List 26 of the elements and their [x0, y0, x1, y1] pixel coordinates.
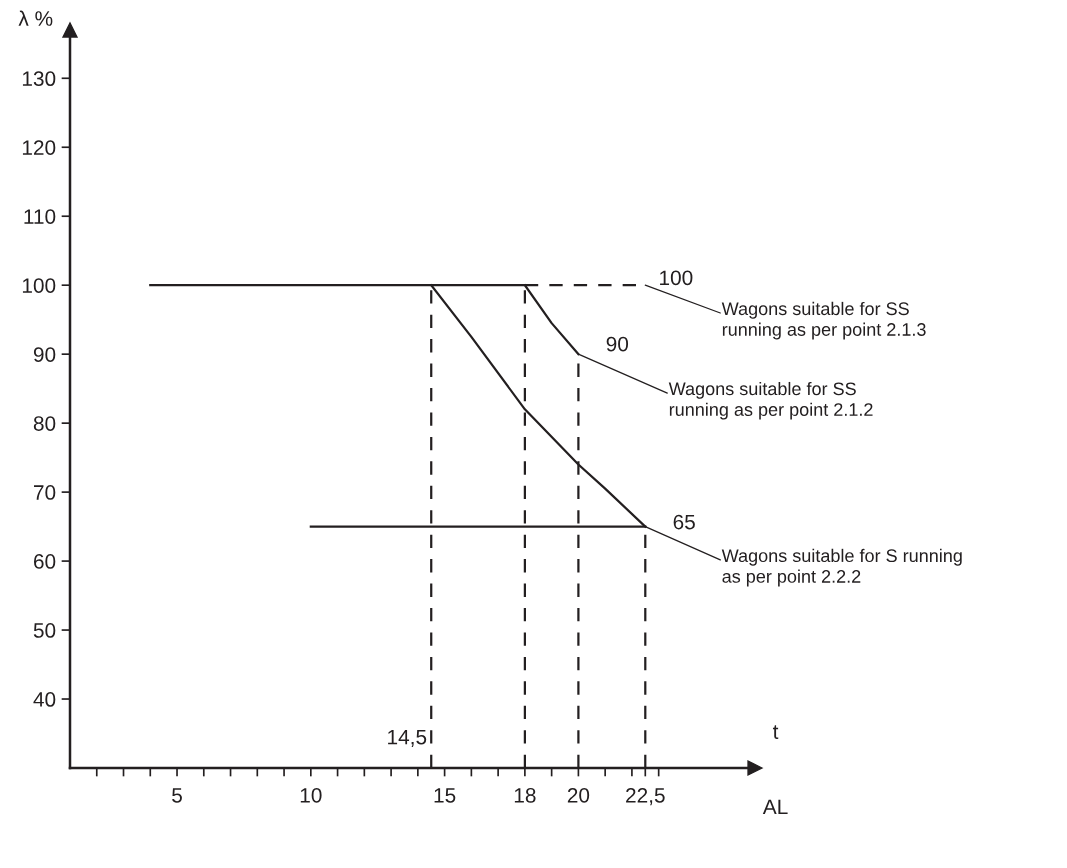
x-tick-label: 20: [567, 787, 590, 803]
y-tick-label: 60: [34, 554, 56, 569]
y-tick-label: 100: [22, 278, 56, 293]
x-tick-label: 10: [300, 787, 322, 803]
y-tick-label: 50: [33, 623, 56, 638]
y-tick-label: 110: [24, 209, 56, 224]
x-tick-label: 18: [514, 787, 536, 803]
y-tick-label: 70: [34, 485, 56, 500]
y-tick-label: 40: [33, 692, 56, 707]
y-tick-label: 130: [22, 71, 56, 87]
annotation: 14,5: [388, 729, 427, 747]
x-tick-label: 5: [172, 788, 182, 803]
annotation: 90: [606, 336, 629, 352]
y-axis-title: λ %: [18, 10, 53, 26]
annotation: 65: [673, 514, 695, 530]
annotation: 100: [660, 270, 693, 286]
y-tick-label: 90: [33, 347, 56, 362]
y-tick-label: 80: [33, 416, 56, 431]
annotation: Wagons suitable for S running as per point 2.2.2: [721, 548, 962, 587]
annotation: Wagons suitable for SS running as per point 2.1.3: [721, 301, 926, 340]
x-tick-label: 15: [434, 788, 456, 803]
annotation: Wagons suitable for SS running as per point 2.1.2: [668, 381, 873, 420]
text: AL: [762, 799, 788, 814]
x-axis-title: t: [772, 725, 779, 739]
y-tick-label: 120: [22, 140, 56, 156]
x-tick-label: 22,5: [626, 787, 665, 806]
